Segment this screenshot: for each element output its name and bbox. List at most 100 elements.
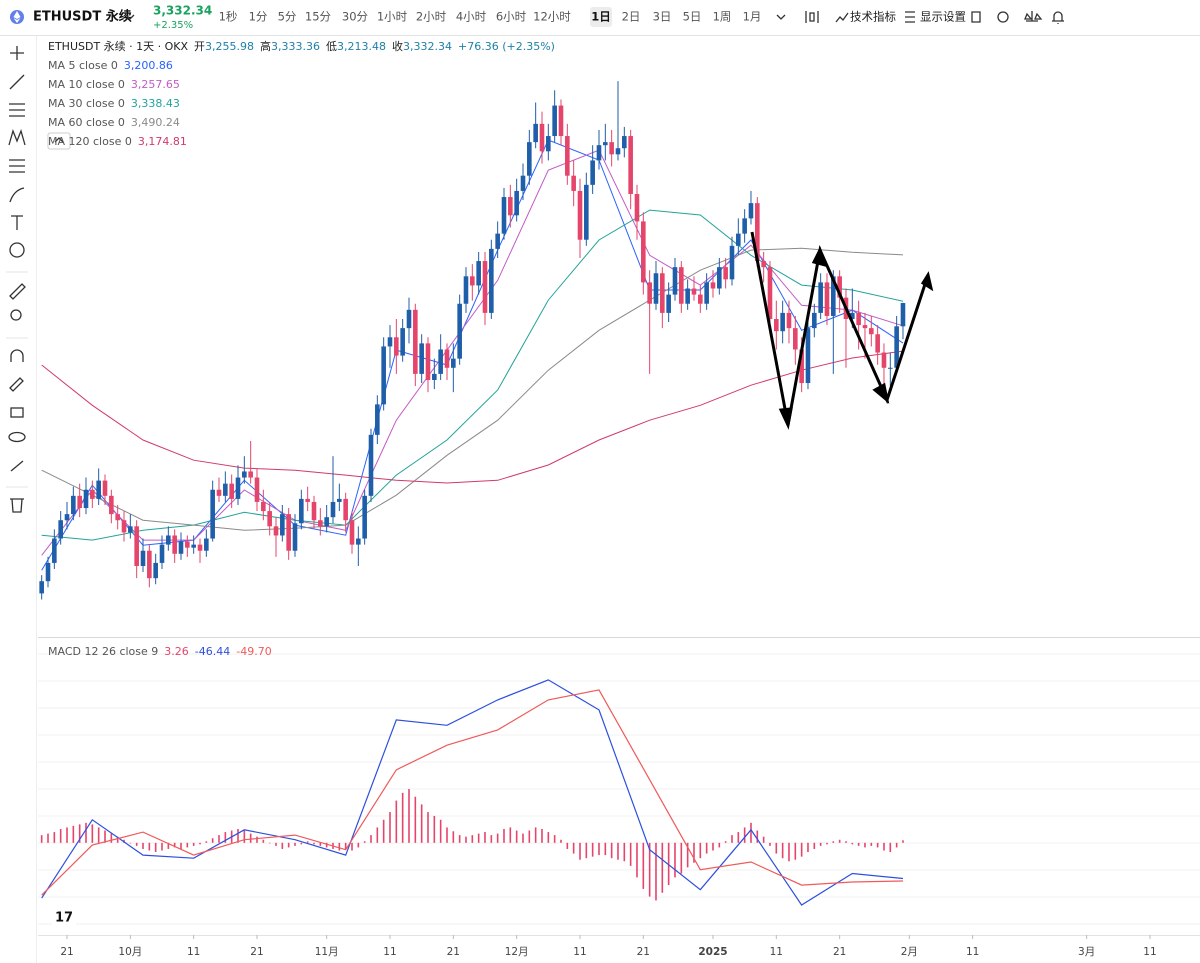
indicator-line xyxy=(41,350,904,484)
link-tool[interactable] xyxy=(10,460,24,472)
interval-button[interactable]: 5日 xyxy=(683,10,702,24)
histogram-bar xyxy=(211,838,214,843)
candle-body xyxy=(280,514,285,536)
candle-body xyxy=(723,267,728,280)
interval-button[interactable]: 5分 xyxy=(278,10,297,24)
zoom-tool[interactable] xyxy=(10,309,22,321)
histogram-bar xyxy=(154,842,157,853)
settings-icon[interactable] xyxy=(997,11,1009,23)
ohlc-name: 收 xyxy=(392,39,403,53)
parallel-tool[interactable] xyxy=(9,103,25,117)
candle-body xyxy=(248,471,253,478)
lock-tool[interactable] xyxy=(10,407,24,418)
candle-body xyxy=(90,489,95,499)
interval-button[interactable]: 1分 xyxy=(249,10,268,24)
histogram-bar xyxy=(287,842,290,848)
candle-body xyxy=(571,175,576,191)
histogram-bar xyxy=(724,841,727,843)
lock-draw-tool[interactable] xyxy=(9,377,24,392)
candle-body xyxy=(767,267,773,319)
fib-tool[interactable] xyxy=(9,159,25,173)
histogram-bar xyxy=(737,832,740,843)
template-icon[interactable] xyxy=(971,11,981,23)
visibility-tool[interactable] xyxy=(8,431,26,443)
candle-body xyxy=(172,535,177,554)
candle-body xyxy=(609,142,614,155)
x-tick-label: 21 xyxy=(833,946,846,958)
x-tick-label: 3月 xyxy=(1078,946,1095,958)
delete-tool[interactable] xyxy=(10,498,24,513)
candle-body xyxy=(704,282,709,304)
ohlc-value: 3,332.34 xyxy=(403,40,452,53)
histogram-bar xyxy=(47,833,49,843)
candle-body xyxy=(742,218,747,234)
histogram-bar xyxy=(59,828,62,843)
histogram-bar xyxy=(433,815,436,843)
histogram-bar xyxy=(256,836,258,843)
scale-icon[interactable] xyxy=(1024,11,1043,22)
toolbar-button[interactable]: 技术指标 xyxy=(850,10,896,24)
crosshair-tool[interactable] xyxy=(10,46,24,60)
indicator-icon[interactable] xyxy=(835,12,849,23)
ohlc-name: 高 xyxy=(260,39,271,53)
interval-button[interactable]: 30分 xyxy=(342,10,369,24)
histogram-bar xyxy=(496,833,499,843)
candle-type-icon[interactable] xyxy=(805,11,819,23)
interval-button[interactable]: 4小时 xyxy=(456,10,487,24)
histogram-bar xyxy=(769,842,771,846)
toolbar-button[interactable]: 显示设置 xyxy=(920,10,966,24)
interval-button[interactable]: 1小时 xyxy=(377,10,408,24)
histogram-bar xyxy=(807,842,809,853)
histogram-bar xyxy=(167,842,170,849)
candle-body xyxy=(102,480,108,496)
interval-button[interactable]: 1周 xyxy=(713,10,732,24)
interval-button[interactable]: 1日 xyxy=(591,10,611,24)
histogram-bar xyxy=(40,835,43,843)
emoji-tool[interactable] xyxy=(9,242,25,258)
histogram-bar xyxy=(610,842,613,859)
text-tool[interactable] xyxy=(11,215,23,230)
legend-collapse-arrow[interactable] xyxy=(54,137,64,143)
candle-body xyxy=(577,190,583,240)
candle-body xyxy=(425,343,431,380)
interval-button[interactable]: 15分 xyxy=(305,10,332,24)
interval-button[interactable]: 1秒 xyxy=(219,10,238,24)
candle-body xyxy=(584,184,589,240)
magnet-tool[interactable] xyxy=(10,349,24,362)
interval-button[interactable]: 1月 xyxy=(743,10,762,24)
interval-button[interactable]: 6小时 xyxy=(496,10,527,24)
interval-button[interactable]: 3日 xyxy=(653,10,672,24)
candle-body xyxy=(774,318,779,332)
x-tick-label: 2月 xyxy=(901,946,918,958)
candle-body xyxy=(267,511,272,527)
alert-icon[interactable] xyxy=(1052,11,1064,24)
ma-legend-value: 3,257.65 xyxy=(131,78,180,91)
candle-body xyxy=(539,123,545,152)
histogram-bar xyxy=(262,839,265,843)
display-icon[interactable] xyxy=(905,11,915,23)
histogram-bar xyxy=(268,842,271,844)
interval-chevron[interactable] xyxy=(776,14,786,20)
interval-button[interactable]: 2日 xyxy=(622,10,641,24)
symbol-chevron[interactable] xyxy=(125,14,135,20)
candle-body xyxy=(318,520,323,527)
histogram-bar xyxy=(693,842,695,863)
candle-body xyxy=(495,233,500,249)
legend-collapse[interactable] xyxy=(47,132,71,150)
histogram-bar xyxy=(712,842,714,851)
brush-tool[interactable] xyxy=(9,187,25,203)
candle-body xyxy=(565,136,570,176)
candle-body xyxy=(634,193,640,222)
ruler-tool[interactable] xyxy=(9,283,26,300)
symbol[interactable]: ETHUSDT 永续 xyxy=(33,9,132,25)
line-tool[interactable] xyxy=(9,74,25,90)
interval-button[interactable]: 12小时 xyxy=(533,10,571,24)
interval-button[interactable]: 2小时 xyxy=(416,10,447,24)
histogram-bar xyxy=(762,836,765,843)
candle-body xyxy=(672,267,678,295)
x-tick-label: 11 xyxy=(966,946,979,958)
histogram-bar xyxy=(553,835,556,843)
pattern-tool[interactable] xyxy=(8,128,26,146)
histogram-bar xyxy=(566,842,569,849)
histogram-bar xyxy=(781,842,784,859)
